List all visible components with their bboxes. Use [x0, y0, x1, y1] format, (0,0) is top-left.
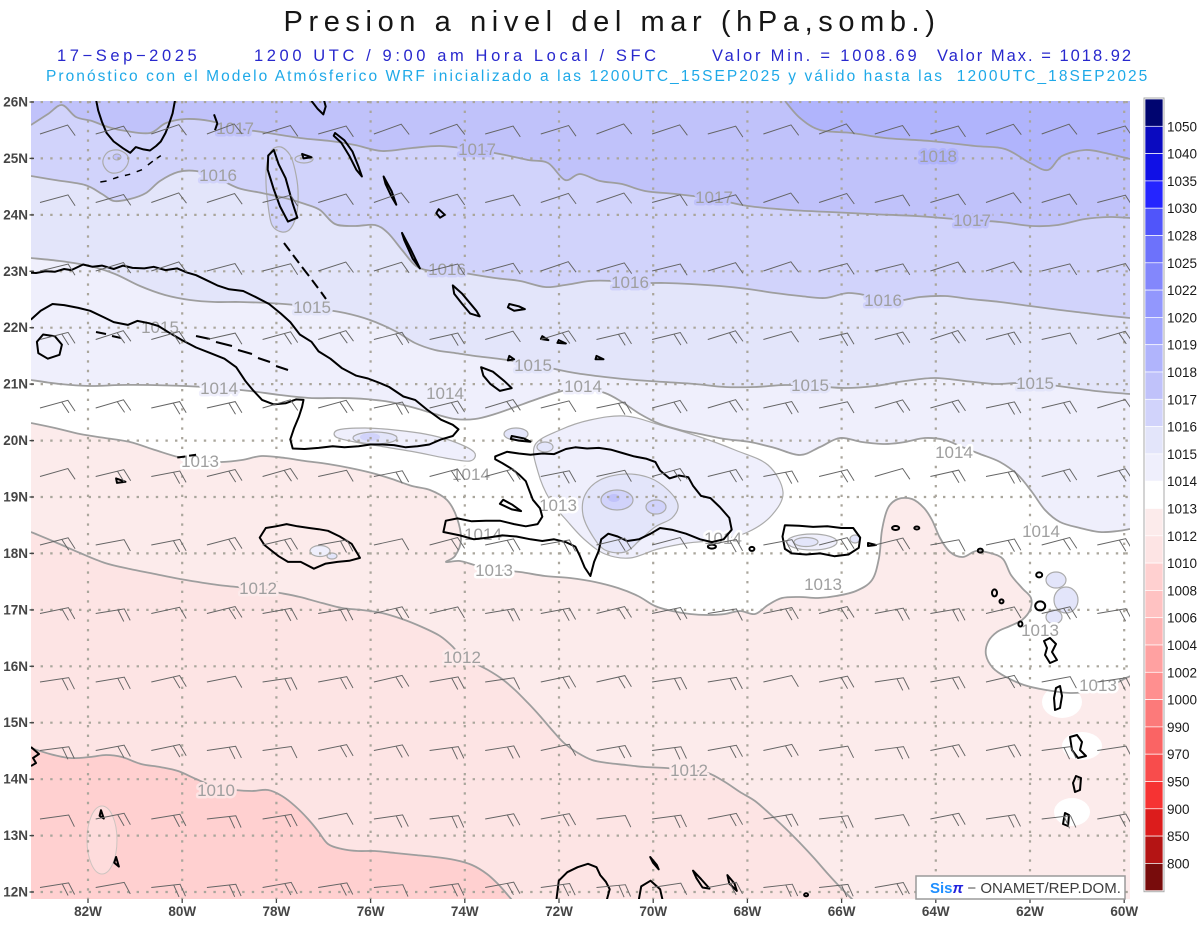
- svg-text:Valor Min. = 1008.69: Valor Min. = 1008.69: [712, 47, 920, 65]
- svg-text:1017: 1017: [1167, 392, 1197, 407]
- svg-text:1015: 1015: [1167, 447, 1197, 462]
- svg-text:1200 UTC / 9:00 am Hora Local: 1200 UTC / 9:00 am Hora Local / SFC: [254, 47, 660, 65]
- svg-text:1015: 1015: [791, 376, 829, 395]
- svg-text:950: 950: [1167, 775, 1190, 790]
- svg-text:1019: 1019: [1167, 338, 1197, 353]
- svg-text:20N: 20N: [3, 433, 28, 448]
- svg-text:12N: 12N: [3, 885, 28, 900]
- svg-text:1014: 1014: [452, 465, 490, 484]
- svg-text:1018: 1018: [1167, 365, 1197, 380]
- svg-text:78W: 78W: [263, 904, 291, 919]
- svg-text:1016: 1016: [1167, 420, 1197, 435]
- svg-text:1020: 1020: [1167, 310, 1197, 325]
- svg-text:1012: 1012: [443, 648, 481, 667]
- svg-text:14N: 14N: [3, 772, 28, 787]
- svg-text:21N: 21N: [3, 377, 28, 392]
- svg-text:1018: 1018: [919, 147, 957, 166]
- svg-text:1014: 1014: [935, 443, 973, 462]
- svg-text:1040: 1040: [1167, 147, 1197, 162]
- svg-text:1014: 1014: [200, 379, 238, 398]
- svg-text:900: 900: [1167, 802, 1190, 817]
- svg-text:Valor Max. = 1018.92: Valor Max. = 1018.92: [937, 47, 1133, 65]
- svg-text:82W: 82W: [74, 904, 102, 919]
- svg-text:1030: 1030: [1167, 201, 1197, 216]
- svg-text:13N: 13N: [3, 828, 28, 843]
- svg-text:1050: 1050: [1167, 119, 1197, 134]
- svg-text:24N: 24N: [3, 207, 28, 222]
- svg-text:1010: 1010: [197, 781, 235, 800]
- svg-text:1013: 1013: [1167, 502, 1197, 517]
- svg-text:800: 800: [1167, 856, 1190, 871]
- svg-text:1014: 1014: [1022, 522, 1060, 541]
- svg-text:19N: 19N: [3, 490, 28, 505]
- svg-text:970: 970: [1167, 747, 1190, 762]
- svg-text:850: 850: [1167, 829, 1190, 844]
- svg-text:23N: 23N: [3, 264, 28, 279]
- svg-text:1022: 1022: [1167, 283, 1197, 298]
- svg-text:1016: 1016: [611, 273, 649, 292]
- svg-text:74W: 74W: [451, 904, 479, 919]
- svg-text:76W: 76W: [357, 904, 385, 919]
- svg-text:1015: 1015: [514, 356, 552, 375]
- svg-text:1013: 1013: [1079, 676, 1117, 695]
- svg-text:Pronóstico con el Modelo Atmós: Pronóstico con el Modelo Atmósferico WRF…: [46, 68, 1149, 85]
- svg-text:25N: 25N: [3, 151, 28, 166]
- svg-text:1008: 1008: [1167, 583, 1197, 598]
- svg-text:1014: 1014: [564, 377, 602, 396]
- svg-text:1017: 1017: [695, 188, 733, 207]
- svg-text:26N: 26N: [3, 95, 28, 110]
- svg-text:16N: 16N: [3, 659, 28, 674]
- svg-text:Presion a nivel del mar (hPa,s: Presion a nivel del mar (hPa,somb.): [284, 6, 941, 38]
- svg-text:1017: 1017: [953, 211, 991, 230]
- svg-text:17−Sep−2025: 17−Sep−2025: [57, 47, 200, 65]
- svg-text:1017: 1017: [216, 119, 254, 138]
- svg-text:1014: 1014: [1167, 474, 1198, 489]
- svg-text:70W: 70W: [639, 904, 667, 919]
- svg-text:1015: 1015: [1016, 374, 1054, 393]
- svg-text:18N: 18N: [3, 546, 28, 561]
- svg-text:1013: 1013: [804, 575, 842, 594]
- svg-text:22N: 22N: [3, 320, 28, 335]
- svg-text:1002: 1002: [1167, 665, 1197, 680]
- svg-text:80W: 80W: [168, 904, 196, 919]
- svg-text:1006: 1006: [1167, 611, 1197, 626]
- svg-text:1013: 1013: [475, 561, 513, 580]
- svg-text:1035: 1035: [1167, 174, 1197, 189]
- svg-text:17N: 17N: [3, 602, 28, 617]
- svg-text:62W: 62W: [1016, 904, 1044, 919]
- svg-text:1012: 1012: [239, 579, 277, 598]
- svg-text:1004: 1004: [1167, 638, 1198, 653]
- svg-text:60W: 60W: [1110, 904, 1138, 919]
- svg-text:68W: 68W: [734, 904, 762, 919]
- svg-text:1028: 1028: [1167, 229, 1197, 244]
- svg-text:64W: 64W: [922, 904, 950, 919]
- svg-text:990: 990: [1167, 720, 1190, 735]
- svg-text:1013: 1013: [539, 496, 577, 515]
- svg-text:1017: 1017: [458, 140, 496, 159]
- svg-text:15N: 15N: [3, 715, 28, 730]
- svg-text:1014: 1014: [464, 525, 502, 544]
- svg-text:1025: 1025: [1167, 256, 1197, 271]
- svg-text:1010: 1010: [1167, 556, 1197, 571]
- svg-text:1016: 1016: [199, 166, 237, 185]
- svg-text:1012: 1012: [670, 761, 708, 780]
- svg-text:Sisπ − ONAMET/REP.DOM.: Sisπ − ONAMET/REP.DOM.: [930, 880, 1121, 897]
- svg-text:1015: 1015: [293, 298, 331, 317]
- svg-text:1000: 1000: [1167, 693, 1197, 708]
- svg-text:1013: 1013: [181, 452, 219, 471]
- svg-text:72W: 72W: [545, 904, 573, 919]
- svg-text:1012: 1012: [1167, 529, 1197, 544]
- svg-text:1013: 1013: [1021, 621, 1059, 640]
- svg-text:1016: 1016: [864, 291, 902, 310]
- svg-text:66W: 66W: [828, 904, 856, 919]
- svg-text:1014: 1014: [426, 384, 464, 403]
